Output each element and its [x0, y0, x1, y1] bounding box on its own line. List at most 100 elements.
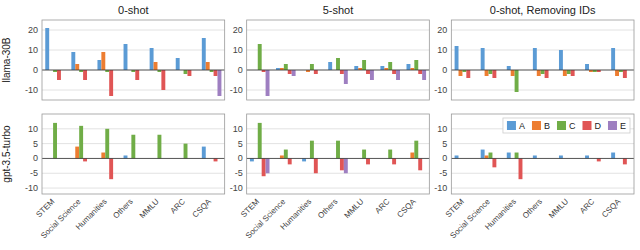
y-tick-label: 0 — [33, 65, 38, 75]
bar — [571, 70, 575, 76]
y-tick-label: -10 — [230, 85, 243, 95]
bar — [362, 150, 366, 159]
y-tick-label: 10 — [437, 45, 447, 55]
grid-line — [451, 50, 634, 51]
bar — [459, 70, 463, 76]
bar — [481, 150, 485, 159]
x-tick-label: Others — [316, 197, 339, 220]
figure: -10010200-shotllama-30B-10010205-shot-10… — [0, 0, 640, 250]
plot-frame — [42, 20, 225, 100]
bar — [135, 70, 139, 80]
bar — [284, 64, 288, 70]
grid-line — [247, 70, 430, 71]
legend-label: A — [519, 121, 525, 131]
bar — [105, 129, 109, 159]
bar — [485, 70, 489, 76]
bar — [124, 155, 128, 158]
bar — [407, 64, 411, 70]
bar — [492, 70, 496, 78]
baseline — [42, 158, 225, 159]
y-tick-label: -10 — [230, 183, 243, 193]
bar — [515, 70, 519, 92]
bars — [455, 150, 627, 180]
legend: ABCDE — [503, 118, 630, 133]
bar — [623, 158, 627, 164]
x-tick-label: Social Science — [39, 197, 83, 241]
bar — [217, 70, 221, 96]
bar — [466, 70, 470, 78]
grid-line — [42, 128, 225, 129]
bars — [455, 46, 627, 92]
x-tick-label: Humanities — [279, 197, 314, 232]
panel: -10-50510STEMSocial ScienceHumanitiesOth… — [230, 114, 430, 241]
baseline — [247, 158, 430, 159]
bar — [354, 66, 358, 70]
bar — [507, 66, 511, 70]
bar — [541, 70, 545, 74]
bar — [370, 70, 374, 80]
grid-line — [247, 158, 430, 159]
x-tick-label: STEM — [34, 197, 56, 219]
bar — [507, 153, 511, 159]
x-tick-label: ARC — [578, 197, 596, 215]
bar — [340, 158, 344, 170]
y-tick-label: -5 — [30, 168, 38, 178]
panel: -10-50510STEMSocial ScienceHumanitiesOth… — [434, 114, 634, 241]
plot-frame — [247, 114, 430, 194]
y-tick-label: 0 — [238, 65, 243, 75]
grid-line — [42, 50, 225, 51]
bar — [184, 144, 188, 159]
grid-line — [42, 188, 225, 189]
panel-title: 0-shot — [118, 4, 149, 16]
bar — [489, 153, 493, 159]
bar — [611, 153, 615, 159]
x-tick-label: CSQA — [600, 197, 623, 220]
grid-line — [42, 90, 225, 91]
bar — [414, 141, 418, 159]
bar — [310, 141, 314, 159]
grid-line — [451, 143, 634, 144]
y-tick-label: 10 — [233, 124, 243, 134]
legend-label: D — [594, 121, 601, 131]
bar — [392, 158, 396, 164]
x-tick-label: Humanities — [483, 197, 518, 232]
bar — [585, 64, 589, 70]
x-tick-label: Humanities — [74, 197, 109, 232]
bar — [336, 141, 340, 159]
plot-frame — [451, 20, 634, 100]
y-tick-label: 20 — [437, 25, 447, 35]
legend-box — [503, 118, 630, 133]
panel-title: 0-shot, Removing IDs — [490, 4, 596, 16]
bar — [422, 70, 426, 80]
x-tick-label: MMLU — [138, 197, 161, 220]
bar — [611, 48, 615, 70]
grid-line — [451, 30, 634, 31]
bar — [455, 46, 459, 70]
y-tick-label: -5 — [235, 168, 243, 178]
grid-line — [247, 90, 430, 91]
bar — [288, 158, 292, 164]
bar — [83, 158, 87, 161]
grid-line — [247, 50, 430, 51]
legend-swatch — [582, 121, 591, 130]
bar — [418, 158, 422, 170]
bars — [45, 28, 221, 96]
plot-frame — [42, 114, 225, 194]
bar — [414, 60, 418, 70]
bar — [563, 70, 567, 76]
y-axis-label: gpt-3.5-turbo — [1, 125, 12, 183]
bar — [101, 153, 105, 159]
bar — [266, 158, 270, 173]
grid-line — [247, 188, 430, 189]
y-tick-label: 10 — [437, 124, 447, 134]
grid-line — [451, 90, 634, 91]
bar — [131, 135, 135, 159]
bar — [340, 70, 344, 74]
legend-label: B — [544, 121, 550, 131]
bar — [392, 70, 396, 74]
y-tick-label: 0 — [238, 153, 243, 163]
bar — [288, 70, 292, 74]
x-tick-label: CSQA — [191, 197, 214, 220]
grid-line — [42, 70, 225, 71]
bars — [53, 123, 217, 179]
